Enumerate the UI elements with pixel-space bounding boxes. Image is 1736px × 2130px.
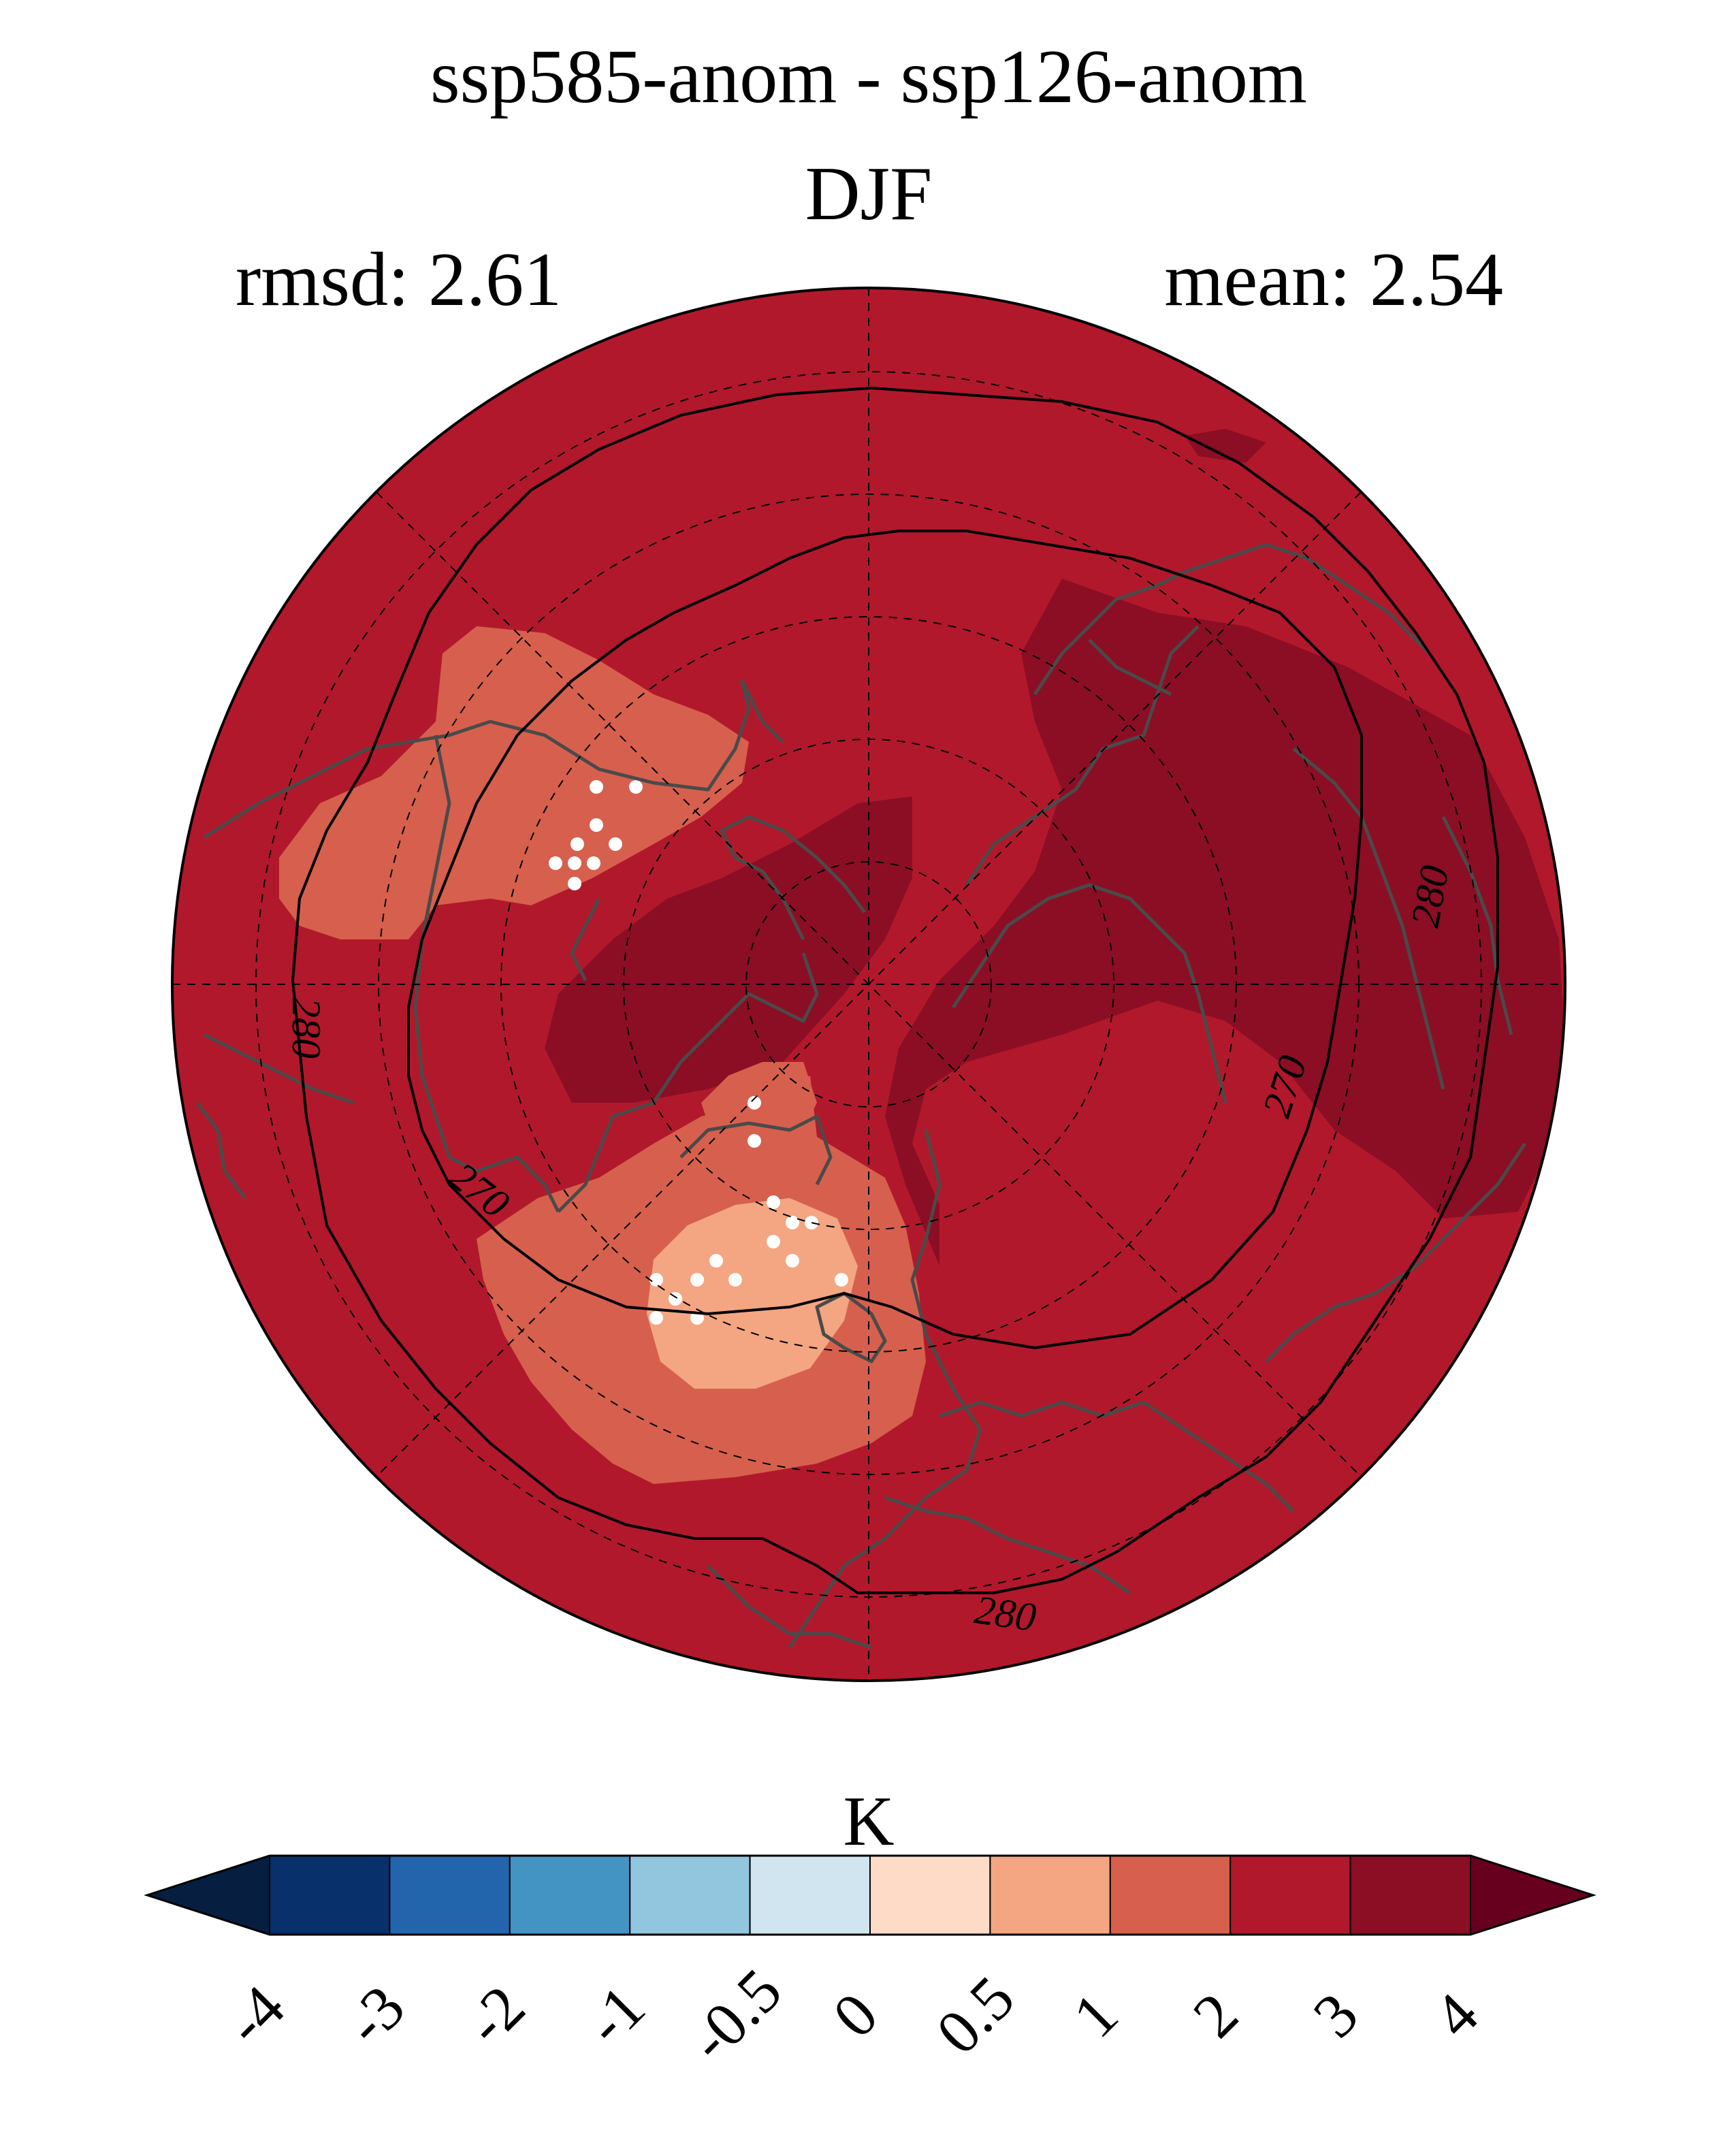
graticule <box>172 288 1565 1681</box>
climatology-contours <box>291 386 1499 1594</box>
anomaly-region-eurasia-dark <box>885 579 1565 1266</box>
colorbar-bin <box>389 1855 511 1935</box>
colorbar-bin <box>629 1855 751 1935</box>
colorbar-tick-label: 0.5 <box>923 1963 1027 2067</box>
contour-label: 280 <box>284 997 329 1059</box>
coastlines <box>196 543 1527 1649</box>
colorbar: K -4 -3 -2 -1 -0.5 0 0.5 1 2 3 4 <box>144 1782 1596 2075</box>
colorbar-tick-label: -1 <box>572 1972 658 2058</box>
colorbar-outline <box>144 1854 1596 1936</box>
colorbar-tick-label: 2 <box>1180 1980 1251 2051</box>
colorbar-tick-label: -0.5 <box>675 1956 794 2075</box>
stippling <box>549 780 848 1325</box>
season-label: DJF <box>805 152 933 236</box>
colorbar-bin <box>1349 1855 1471 1935</box>
colorbar-over-arrow <box>1470 1854 1596 1936</box>
colorbar-tick-label: -2 <box>452 1972 538 2058</box>
anomaly-region-pacific-moderate <box>279 626 749 939</box>
colorbar-tick-label: 4 <box>1420 1980 1492 2051</box>
colorbar-tick-label: 3 <box>1300 1980 1371 2051</box>
colorbar-bin <box>269 1855 391 1935</box>
contour-270 <box>407 530 1363 1350</box>
anomaly-region-canada-dark <box>545 796 912 1103</box>
contour-280 <box>291 386 1499 1594</box>
figure-title: ssp585-anom - ssp126-anom <box>430 35 1307 119</box>
rmsd-label: rmsd: 2.61 <box>236 238 562 322</box>
anomaly-region-pacific-dark <box>1185 429 1266 463</box>
polar-map: 280 270 270 280 280 <box>171 287 1566 1682</box>
colorbar-tick-label: 1 <box>1060 1980 1131 2051</box>
colorbar-bin <box>509 1855 631 1935</box>
colorbar-tick-label: -3 <box>332 1972 417 2058</box>
contour-label: 280 <box>972 1587 1039 1640</box>
colorbar-bin <box>1229 1855 1351 1935</box>
colorbar-tick-label: -4 <box>212 1972 298 2058</box>
mean-label: mean: 2.54 <box>1164 238 1503 322</box>
colorbar-bin <box>869 1855 991 1935</box>
colorbar-bin <box>749 1855 871 1935</box>
colorbar-under-arrow <box>144 1854 270 1936</box>
map-boundary <box>171 287 1566 1682</box>
anomaly-region-subpolar-gyre <box>647 1198 858 1389</box>
colorbar-unit-label: K <box>843 1782 894 1860</box>
colorbar-tick-label: 0 <box>820 1980 891 2051</box>
colorbar-bin <box>1109 1855 1232 1935</box>
colorbar-bin <box>989 1855 1111 1935</box>
contour-label: 280 <box>1402 862 1458 930</box>
